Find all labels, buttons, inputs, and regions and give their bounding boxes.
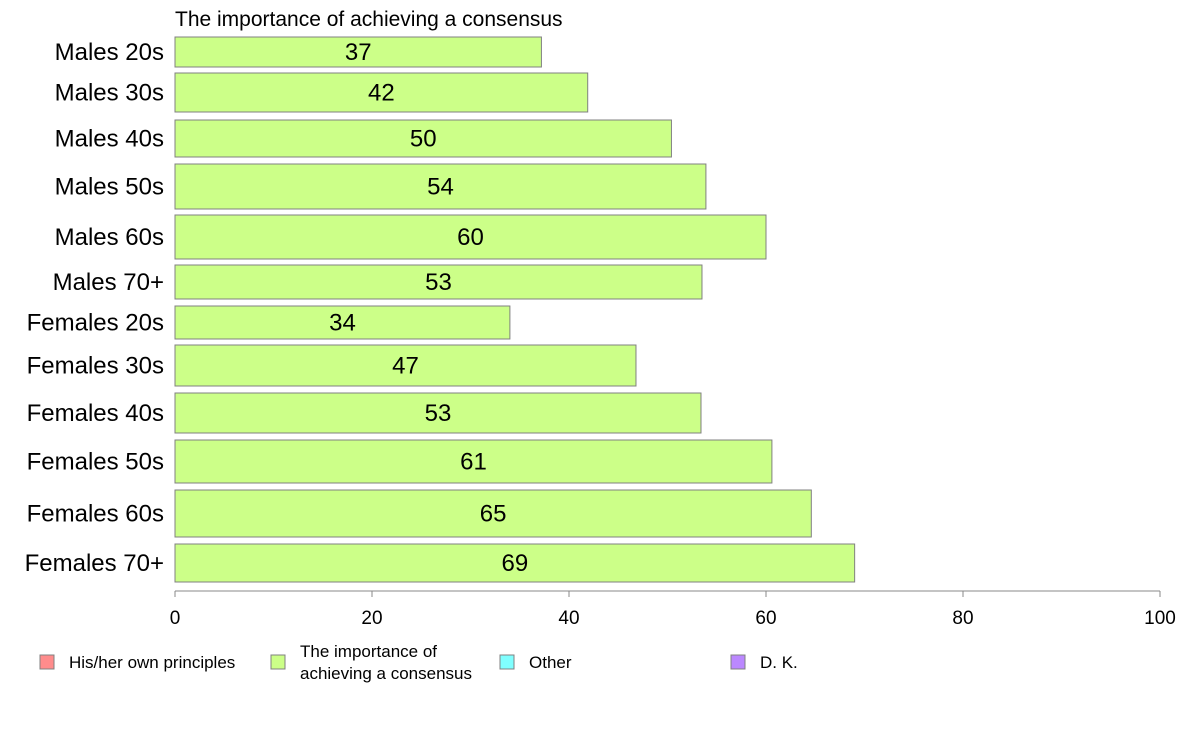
bar <box>174 119 672 158</box>
category-label: Females 70+ <box>25 550 164 577</box>
legend-label: His/her own principles <box>69 653 235 672</box>
bar-value-label: 54 <box>427 174 454 201</box>
bar <box>174 163 707 210</box>
legend-swatch <box>499 654 515 670</box>
legend-label: The importance of <box>300 642 437 661</box>
bar-value-label: 69 <box>501 550 528 577</box>
category-label: Males 20s <box>55 39 164 66</box>
category-label: Males 30s <box>55 80 164 107</box>
category-label: Males 60s <box>55 224 164 251</box>
category-label: Females 30s <box>27 353 164 380</box>
bar <box>174 36 542 68</box>
bar <box>174 264 703 300</box>
bar-value-label: 42 <box>368 80 395 107</box>
bar-value-label: 53 <box>425 400 452 427</box>
x-tick-label: 20 <box>361 608 382 629</box>
category-label: Females 40s <box>27 400 164 427</box>
legend-label: Other <box>529 653 572 672</box>
legend-swatch <box>270 654 286 670</box>
bar-value-label: 60 <box>457 224 484 251</box>
x-tick-label: 80 <box>952 608 973 629</box>
category-label: Females 60s <box>27 501 164 528</box>
bar-value-label: 53 <box>425 269 452 296</box>
bar <box>174 305 511 340</box>
bar-value-label: 37 <box>345 39 372 66</box>
x-axis: 0 20 40 60 80 100 <box>170 590 1176 629</box>
category-label: Males 70+ <box>53 269 164 296</box>
category-label: Males 50s <box>55 174 164 201</box>
bar <box>174 72 589 113</box>
bar-value-label: 65 <box>480 501 507 528</box>
bar-value-label: 50 <box>410 126 437 153</box>
x-tick-label: 60 <box>755 608 776 629</box>
bar <box>174 489 812 538</box>
bar-value-label: 61 <box>460 449 487 476</box>
bar <box>174 214 767 260</box>
legend-label: D. K. <box>760 653 798 672</box>
legend: His/her own principles The importance of a… <box>39 642 798 683</box>
bar <box>174 439 773 484</box>
bar <box>174 392 702 434</box>
x-tick-label: 0 <box>170 608 181 629</box>
legend-swatch <box>39 654 55 670</box>
category-label: Males 40s <box>55 126 164 153</box>
bar <box>174 543 856 583</box>
legend-label: achieving a consensus <box>300 664 472 683</box>
x-tick-label: 100 <box>1144 608 1176 629</box>
bar <box>174 344 637 387</box>
bars: Males 20s 37 Males 30s 42 Males 40s 50 Males 5… <box>25 36 856 583</box>
category-label: Females 50s <box>27 449 164 476</box>
bar-value-label: 47 <box>392 353 419 380</box>
category-label: Females 20s <box>27 310 164 337</box>
legend-swatch <box>730 654 746 670</box>
x-tick-label: 40 <box>558 608 579 629</box>
bar-value-label: 34 <box>329 310 356 337</box>
chart-title: The importance of achieving a consensus <box>175 8 563 31</box>
